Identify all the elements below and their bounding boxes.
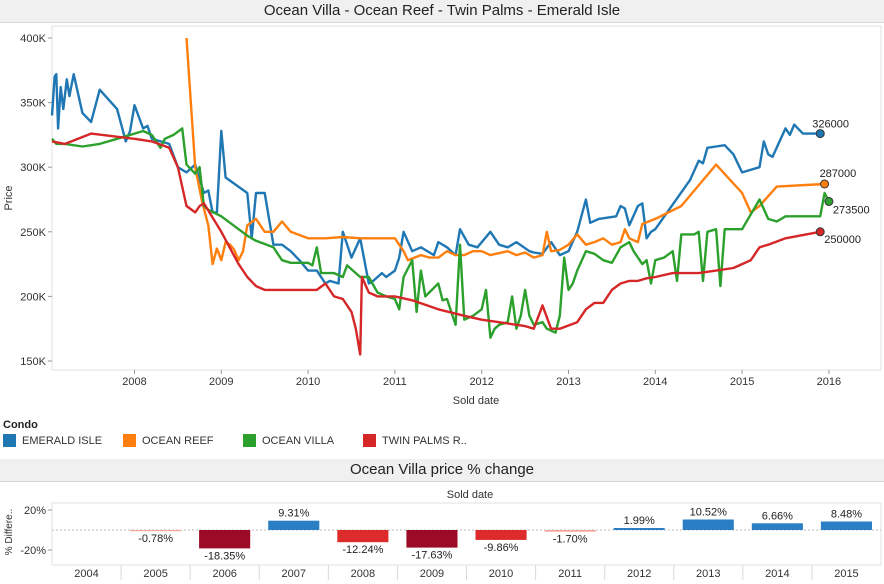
legend-swatch <box>3 434 16 447</box>
bar-x-tick-label: 2012 <box>627 568 651 580</box>
series-line-emerald-isle <box>50 73 821 285</box>
bar-value-label: -17.63% <box>411 550 452 562</box>
end-markers: 326000 287000 273500 250000 <box>812 119 869 246</box>
legend-title: Condo <box>3 419 38 431</box>
bar-x-axis: 2004 2005 2006 2007 2008 2009 2010 2011 2012 2013… <box>74 565 859 580</box>
x-tick-label: 2016 <box>817 376 841 388</box>
end-value-label: 273500 <box>833 204 870 216</box>
series-lines <box>50 37 830 356</box>
bar-value-label: 10.52% <box>690 506 728 518</box>
bar-y-tick-label: 20% <box>24 505 46 517</box>
legend-label: OCEAN REEF <box>142 435 214 447</box>
x-tick-label: 2015 <box>730 376 754 388</box>
bar-y-tick-label: -20% <box>20 545 46 557</box>
legend-item-ocean-villa[interactable]: OCEAN VILLA <box>243 434 334 448</box>
x-tick-label: 2012 <box>469 376 493 388</box>
bar-value-label: 1.99% <box>624 515 655 527</box>
y-tick-label: 350K <box>20 98 46 110</box>
bar-2012 <box>613 528 665 530</box>
end-point-marker <box>820 179 830 189</box>
bar-x-tick-label: 2011 <box>558 568 582 580</box>
bar-value-label: 8.48% <box>831 509 862 521</box>
bar-x-tick-label: 2013 <box>696 568 720 580</box>
bar-2007 <box>268 520 320 530</box>
bar-x-tick-label: 2004 <box>74 568 98 580</box>
legend-swatch <box>243 434 256 447</box>
bar-x-tick-label: 2009 <box>420 568 444 580</box>
bar-x-tick-label: 2008 <box>351 568 375 580</box>
legend-swatch <box>363 434 376 447</box>
bar-value-label: 6.66% <box>762 510 793 522</box>
y-tick-label: 200K <box>20 291 46 303</box>
legend-label: TWIN PALMS R.. <box>382 435 467 447</box>
legend-swatch <box>123 434 136 447</box>
legend-item-emerald-isle[interactable]: EMERALD ISLE <box>3 434 102 448</box>
legend-item-ocean-reef[interactable]: OCEAN REEF <box>123 434 214 448</box>
x-tick-label: 2014 <box>643 376 667 388</box>
bar-2014 <box>751 523 803 530</box>
x-tick-label: 2008 <box>122 376 146 388</box>
bar-y-axis-title: % Differe.. <box>4 509 15 556</box>
bar-2015 <box>820 521 872 530</box>
x-axis: 2008 2009 2010 2011 2012 2013 2014 2015 2016 <box>122 370 841 388</box>
x-axis-title: Sold date <box>453 395 499 407</box>
legend-item-twin-palms[interactable]: TWIN PALMS R.. <box>363 434 467 448</box>
end-point-marker <box>824 196 834 206</box>
bar-x-tick-label: 2006 <box>212 568 236 580</box>
bar-value-label: -18.35% <box>204 550 245 562</box>
bar-2008 <box>337 530 389 543</box>
end-point-marker <box>815 227 825 237</box>
y-axis: 150K 200K 250K 300K 350K 400K <box>20 33 52 368</box>
sub-chart-title: Ocean Villa price % change <box>0 459 884 482</box>
legend: Condo EMERALD ISLE OCEAN REEF OCEAN VILL… <box>0 418 884 458</box>
bar-x-tick-label: 2014 <box>765 568 789 580</box>
main-chart-title: Ocean Villa - Ocean Reef - Twin Palms - … <box>0 0 884 23</box>
bar-2013 <box>682 519 734 530</box>
bar-2011 <box>544 530 596 532</box>
end-value-label: 287000 <box>820 168 857 180</box>
bar-x-tick-label: 2010 <box>489 568 513 580</box>
x-tick-label: 2010 <box>296 376 320 388</box>
plot-area <box>51 25 882 371</box>
y-tick-label: 250K <box>20 227 46 239</box>
bar-value-label: -12.24% <box>342 544 383 556</box>
bar-2006 <box>199 530 251 549</box>
bar-value-label: 9.31% <box>278 508 309 520</box>
end-value-label: 326000 <box>812 119 849 131</box>
y-tick-label: 300K <box>20 162 46 174</box>
end-value-label: 250000 <box>824 234 861 246</box>
bar-x-axis-title: Sold date <box>447 489 493 501</box>
legend-label: EMERALD ISLE <box>22 435 103 447</box>
x-tick-label: 2013 <box>556 376 580 388</box>
end-point-marker <box>815 129 825 139</box>
legend-label: OCEAN VILLA <box>262 435 335 447</box>
x-tick-label: 2009 <box>209 376 233 388</box>
bar-value-label: -1.70% <box>553 534 588 546</box>
bar-value-label: -9.86% <box>484 542 519 554</box>
bar-marks: -0.78% -18.35% 9.31% -12.24% -17.63% -9.86% -1… <box>130 506 872 562</box>
x-tick-label: 2011 <box>383 376 407 388</box>
bar-2005 <box>130 530 182 532</box>
bar-2010 <box>475 530 527 540</box>
bar-y-axis: 20% -20% <box>20 505 52 557</box>
y-axis-title: Price <box>3 185 15 210</box>
bar-x-tick-label: 2005 <box>143 568 167 580</box>
series-line-twin-palms-r- <box>51 132 821 356</box>
bar-plot-area <box>51 502 882 566</box>
bar-x-tick-label: 2015 <box>834 568 858 580</box>
y-tick-label: 400K <box>20 33 46 45</box>
bar-x-tick-label: 2007 <box>282 568 306 580</box>
y-tick-label: 150K <box>20 356 46 368</box>
bar-2009 <box>406 530 458 548</box>
bar-value-label: -0.78% <box>138 533 173 545</box>
